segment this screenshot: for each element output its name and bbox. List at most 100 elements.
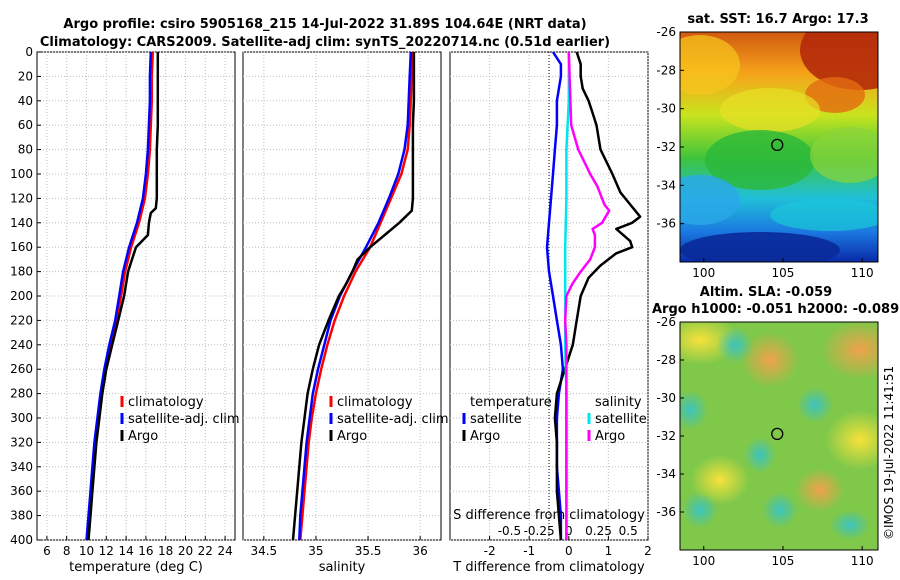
map-x-tick-label: 110 xyxy=(851,266,874,280)
x-tick-label: 0 xyxy=(565,544,573,558)
y-tick-label: 20 xyxy=(18,69,33,83)
series-line-argo xyxy=(291,52,416,541)
map-y-tick-label: -36 xyxy=(656,505,676,519)
sla-field xyxy=(680,322,878,550)
x-tick-label: 1 xyxy=(605,544,613,558)
x-tick-label: 2 xyxy=(644,544,652,558)
sla-map-panel: Altim. SLA: -0.059 Argo h1000: -0.051 h2… xyxy=(652,285,899,568)
argo-location-marker xyxy=(771,427,784,441)
temperature-grid xyxy=(37,51,235,541)
temperature-tick-labels: 6 8 10 12 14 16 18 20 22 24 xyxy=(43,536,233,558)
s-difference-tick-labels: -0.5 -0.25 0 0.25 0.5 xyxy=(498,524,638,538)
series-line-argo xyxy=(87,52,160,541)
x-tick-label: 22 xyxy=(198,544,213,558)
difference-panel: -2 -1 0 1 2 -0.5 -0.25 0 0.25 0.5 S difference f… xyxy=(449,51,652,575)
salinity-tick-labels: 34.5 35 35.5 36 xyxy=(250,536,428,558)
s-difference-label: S difference from climatology xyxy=(453,508,645,523)
x-tick-label: 35 xyxy=(308,544,323,558)
y-tick-label: 280 xyxy=(10,387,33,401)
x-tick-label: 14 xyxy=(118,544,133,558)
y-tick-label: 240 xyxy=(10,338,33,352)
s-tick-label: 0 xyxy=(565,524,573,538)
y-tick-label: 320 xyxy=(10,435,33,449)
y-tick-label: 360 xyxy=(10,484,33,498)
y-tick-label: 200 xyxy=(10,289,33,303)
temperature-lines xyxy=(85,51,160,541)
map-y-tick-label: -30 xyxy=(656,391,676,405)
temperature-panel: 0 20 40 60 80 100 120 140 160 180 200 220 240 260 280 3… xyxy=(10,45,240,575)
map-y-tick-label: -28 xyxy=(656,63,676,77)
legend-label-t-argo: Argo xyxy=(470,429,500,444)
y-tick-label: 100 xyxy=(10,167,33,181)
y-tick-label: 300 xyxy=(10,411,33,425)
legend-label-satellite: satellite-adj. clim xyxy=(128,412,240,427)
sla-map-ticks: 100 105 110 -26 -28 -30 -32 -34 -36 xyxy=(656,315,873,568)
x-tick-label: 36 xyxy=(413,544,428,558)
x-tick-label: 12 xyxy=(99,544,114,558)
sst-field xyxy=(680,32,878,262)
s-tick-label: -0.5 xyxy=(498,524,521,538)
legend-label-t-satellite: satellite xyxy=(470,412,522,427)
series-line-salinity-argo xyxy=(563,51,611,540)
legend-label-s-argo: Argo xyxy=(595,429,625,444)
x-tick-label: 34.5 xyxy=(250,544,277,558)
legend-title-temperature: temperature xyxy=(470,395,552,410)
legend-label-argo: Argo xyxy=(128,429,158,444)
map-x-tick-label: 100 xyxy=(692,266,715,280)
map-x-tick-label: 100 xyxy=(692,554,715,568)
legend-label-argo: Argo xyxy=(337,429,367,444)
x-tick-label: -2 xyxy=(484,544,496,558)
depth-tick-labels: 0 20 40 60 80 100 120 140 160 180 200 220 240 260 280 3… xyxy=(10,45,41,547)
x-tick-label: 10 xyxy=(79,544,94,558)
x-tick-label: 6 xyxy=(43,544,51,558)
map-y-tick-label: -30 xyxy=(656,102,676,116)
x-tick-label: 16 xyxy=(138,544,153,558)
t-difference-xlabel: T difference from climatology xyxy=(452,560,645,575)
sla-map-title-line2: Argo h1000: -0.051 h2000: -0.089 xyxy=(652,302,899,317)
x-tick-label: 8 xyxy=(63,544,71,558)
s-tick-label: 0.25 xyxy=(585,524,612,538)
sst-map-panel: sat. SST: 16.7 Argo: 17.3 100 105 110 -26 -2… xyxy=(656,12,879,280)
salinity-grid xyxy=(243,51,441,541)
legend-label-climatology: climatology xyxy=(337,395,413,410)
series-line-climatology xyxy=(299,51,415,541)
sst-map-ticks: 100 105 110 -26 -28 -30 -32 -34 -36 xyxy=(656,25,873,280)
y-tick-label: 340 xyxy=(10,460,33,474)
x-tick-label: 35.5 xyxy=(355,544,382,558)
difference-lines xyxy=(545,51,642,541)
y-tick-label: 80 xyxy=(18,143,33,157)
legend-label-climatology: climatology xyxy=(128,395,204,410)
map-y-tick-label: -32 xyxy=(656,140,676,154)
y-tick-label: 180 xyxy=(10,265,33,279)
legend-title-salinity: salinity xyxy=(595,395,642,410)
series-line-satellite-adj-clim xyxy=(85,51,153,541)
series-line-temperature-argo xyxy=(553,51,642,541)
map-y-tick-label: -28 xyxy=(656,353,676,367)
y-tick-label: 260 xyxy=(10,362,33,376)
map-y-tick-label: -36 xyxy=(656,217,676,231)
map-x-tick-label: 105 xyxy=(772,266,795,280)
sst-argo-marker xyxy=(771,138,784,152)
x-tick-label: 20 xyxy=(178,544,193,558)
legend-label-s-satellite: satellite xyxy=(595,412,647,427)
salinity-legend: climatology satellite-adj. clim Argo xyxy=(329,395,449,444)
temperature-legend: climatology satellite-adj. clim Argo xyxy=(120,395,240,444)
timestamp: ©IMOS 19-Jul-2022 11:41:51 xyxy=(882,366,896,540)
y-tick-label: 220 xyxy=(10,313,33,327)
y-tick-label: 60 xyxy=(18,118,33,132)
map-y-tick-label: -26 xyxy=(656,315,676,329)
salinity-xlabel: salinity xyxy=(319,560,366,575)
map-y-tick-label: -34 xyxy=(656,467,676,481)
y-tick-label: 140 xyxy=(10,216,33,230)
x-tick-label: -1 xyxy=(523,544,535,558)
s-tick-label: -0.25 xyxy=(524,524,555,538)
y-tick-label: 160 xyxy=(10,240,33,254)
y-tick-label: 40 xyxy=(18,94,33,108)
y-tick-label: 120 xyxy=(10,191,33,205)
y-tick-label: 0 xyxy=(25,45,33,59)
salinity-panel: 34.5 35 35.5 36 salinity climatology satell… xyxy=(242,51,449,575)
sla-map-title-line1: Altim. SLA: -0.059 xyxy=(700,285,832,300)
map-x-tick-label: 110 xyxy=(851,554,874,568)
figure-title-line2: Climatology: CARS2009. Satellite-adj cli… xyxy=(40,35,610,50)
